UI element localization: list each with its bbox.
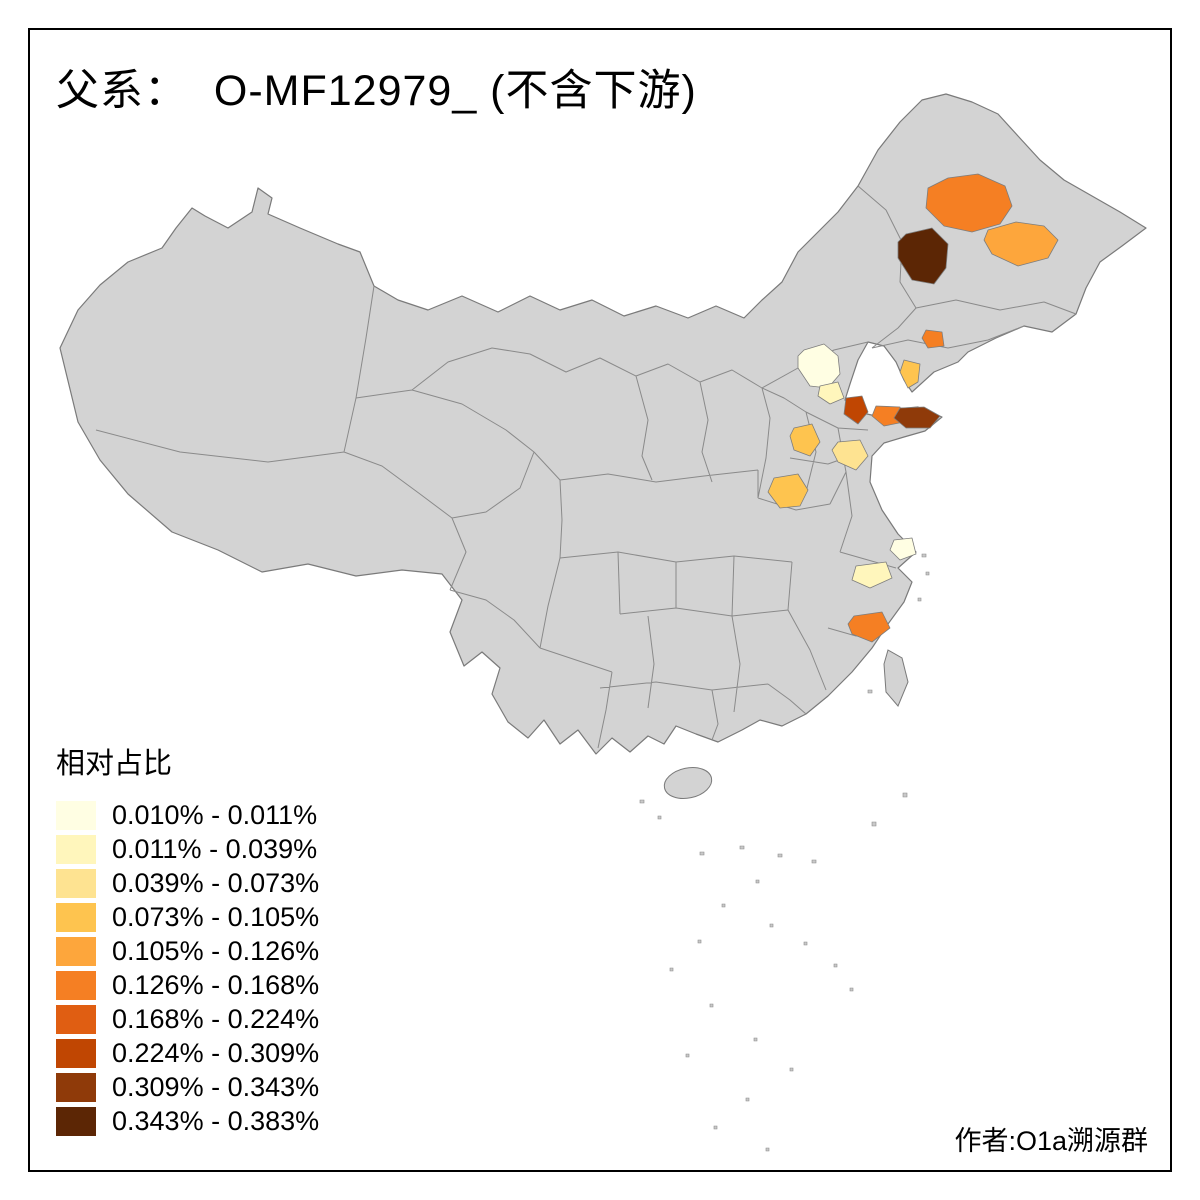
china-mainland xyxy=(59,93,1147,755)
legend-swatch xyxy=(56,1106,96,1136)
legend-swatch xyxy=(56,1038,96,1068)
legend-item: 0.105% - 0.126% xyxy=(56,934,319,968)
map-highlight-14 xyxy=(889,537,917,561)
legend-item-label: 0.343% - 0.383% xyxy=(112,1105,320,1136)
map-highlight-8 xyxy=(843,395,869,425)
legend-item-label: 0.224% - 0.309% xyxy=(112,1037,320,1068)
attribution: 作者:O1a溯源群 xyxy=(954,1126,1148,1156)
legend-swatch xyxy=(56,970,96,1000)
map-highlight-10 xyxy=(893,406,941,429)
legend-item: 0.010% - 0.011% xyxy=(56,798,319,832)
legend-swatch xyxy=(56,868,96,898)
legend-item: 0.168% - 0.224% xyxy=(56,1002,319,1036)
legend-item-label: 0.105% - 0.126% xyxy=(112,935,320,966)
map-highlight-11 xyxy=(789,423,821,457)
legend-items: 0.010% - 0.011% 0.011% - 0.039% 0.039% - 0… xyxy=(56,798,319,1138)
map-highlight-3 xyxy=(983,221,1059,267)
legend-swatch xyxy=(56,936,96,966)
plot-frame xyxy=(28,28,1172,1172)
legend-item: 0.343% - 0.383% xyxy=(56,1104,319,1138)
legend: 相对占比 0.010% - 0.011% 0.011% - 0.039% 0.039… xyxy=(56,740,319,1138)
legend-item-label: 0.039% - 0.073% xyxy=(112,867,320,898)
legend-item: 0.073% - 0.105% xyxy=(56,900,319,934)
hainan-island xyxy=(663,767,713,799)
map-highlight-13 xyxy=(767,473,809,509)
page-title: 父系： O-MF12979_ (不含下游) xyxy=(56,67,697,115)
legend-item: 0.126% - 0.168% xyxy=(56,968,319,1002)
province-borders xyxy=(95,185,1077,749)
map-highlight-1 xyxy=(925,173,1013,233)
map-highlight-2 xyxy=(897,227,949,285)
legend-item: 0.309% - 0.343% xyxy=(56,1070,319,1104)
map-highlight-16 xyxy=(847,611,891,643)
map-highlight-15 xyxy=(851,561,893,589)
legend-swatch xyxy=(56,834,96,864)
legend-item-label: 0.073% - 0.105% xyxy=(112,901,320,932)
legend-swatch xyxy=(56,1004,96,1034)
taiwan-island xyxy=(883,649,909,707)
legend-item-label: 0.010% - 0.011% xyxy=(112,799,318,830)
map-highlight-9 xyxy=(871,405,905,427)
legend-swatch xyxy=(56,1072,96,1102)
legend-title: 相对占比 xyxy=(56,748,173,780)
legend-item: 0.039% - 0.073% xyxy=(56,866,319,900)
map-highlight-6 xyxy=(817,381,845,405)
map-highlight-4 xyxy=(921,329,945,349)
map-highlight-7 xyxy=(899,359,921,389)
legend-item-label: 0.011% - 0.039% xyxy=(112,833,318,864)
legend-swatch xyxy=(56,800,96,830)
legend-item-label: 0.309% - 0.343% xyxy=(112,1071,320,1102)
legend-item-label: 0.168% - 0.224% xyxy=(112,1003,320,1034)
legend-item: 0.011% - 0.039% xyxy=(56,832,319,866)
legend-item: 0.224% - 0.309% xyxy=(56,1036,319,1070)
map-highlight-12 xyxy=(831,439,869,471)
small-islands xyxy=(639,553,930,1152)
legend-item-label: 0.126% - 0.168% xyxy=(112,969,320,1000)
legend-swatch xyxy=(56,902,96,932)
